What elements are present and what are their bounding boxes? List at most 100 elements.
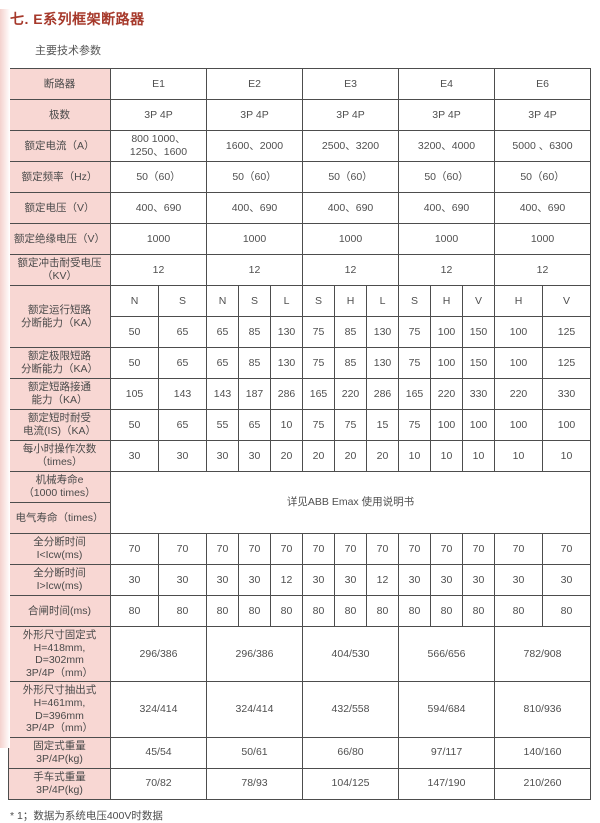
table-row: 全分断时间 I>Icw(ms) 30 30 30 30 12 30 30 12 30 30 30 30 3…	[8, 564, 591, 596]
value-cell: 130	[366, 316, 399, 348]
value-cell: 105	[110, 378, 159, 410]
value-cell: 30	[206, 564, 239, 596]
value-cell: 80	[158, 595, 207, 627]
value-cell: 330	[542, 378, 591, 410]
value-cell: 20	[302, 440, 335, 472]
value-cell: 80	[206, 595, 239, 627]
table-row: 全分断时间 I<Icw(ms) 70 70 70 70 70 70 70 70 70 70 70 70 7…	[8, 533, 591, 565]
value-cell: 10	[462, 440, 495, 472]
row-label: 每小时操作次数 （times）	[8, 440, 111, 472]
value-cell: 85	[238, 316, 271, 348]
value-cell: 10	[542, 440, 591, 472]
value-cell: 1000	[110, 223, 207, 255]
value-cell: 30	[302, 564, 335, 596]
value-cell: 324/414	[206, 681, 303, 738]
catalog-page: { "page": { "title": "七. E系列框架断路器", "sub…	[0, 9, 600, 822]
value-cell: 594/684	[398, 681, 495, 738]
table-row: 额定绝缘电压（V） 1000 1000 1000 1000 1000	[8, 223, 591, 255]
value-cell: 75	[302, 347, 335, 379]
value-cell: 810/936	[494, 681, 591, 738]
value-cell: 75	[398, 409, 431, 441]
value-cell: 70/82	[110, 767, 207, 800]
value-cell: 10	[494, 440, 543, 472]
model-header-cell: E2	[206, 68, 303, 100]
value-cell: 220	[494, 378, 543, 410]
value-cell: 3P 4P	[206, 99, 303, 131]
value-cell: 80	[462, 595, 495, 627]
value-cell: 50/61	[206, 736, 303, 769]
value-cell: L	[366, 285, 399, 317]
value-cell: 30	[542, 564, 591, 596]
value-cell: 80	[238, 595, 271, 627]
value-cell: 800 1000、 1250、1600	[110, 130, 207, 162]
row-label: 极数	[8, 99, 111, 131]
row-label: 固定式重量 3P/4P(kg)	[8, 736, 111, 769]
value-cell: 80	[334, 595, 367, 627]
value-cell: 30	[110, 440, 159, 472]
value-cell: 404/530	[302, 625, 399, 683]
value-cell: 50	[110, 347, 159, 379]
value-cell: 66/80	[302, 736, 399, 769]
value-cell: 50（60）	[110, 161, 207, 193]
value-cell: 147/190	[398, 767, 495, 800]
row-label: 全分断时间 I<Icw(ms)	[8, 533, 111, 565]
value-cell: 70	[430, 533, 463, 565]
row-label: 额定运行短路 分断能力（KA）	[8, 285, 111, 348]
value-cell: 150	[462, 347, 495, 379]
value-cell: 30	[494, 564, 543, 596]
value-cell: 104/125	[302, 767, 399, 800]
value-cell: 143	[158, 378, 207, 410]
value-cell: 296/386	[206, 625, 303, 683]
value-cell: 30	[430, 564, 463, 596]
value-cell: 165	[398, 378, 431, 410]
spec-table-container: 断路器 E1 E2 E3 E4 E6 极数 3P 4P 3P 4P 3P 4P 3P 4P 3P 4P…	[8, 68, 600, 800]
value-cell: S	[158, 285, 207, 317]
value-cell: 详见ABB Emax 使用说明书	[110, 471, 591, 534]
value-cell: 50（60）	[302, 161, 399, 193]
value-cell: 70	[462, 533, 495, 565]
table-row: 50 65 65 85 130 75 85 130 75 100 150 100 125	[9, 316, 591, 348]
value-cell: 12	[270, 564, 303, 596]
row-label: 外形尺寸抽出式 H=461mm, D=396mm 3P/4P（mm）	[8, 681, 111, 738]
value-cell: 80	[494, 595, 543, 627]
value-cell: 75	[334, 409, 367, 441]
value-cell: 10	[430, 440, 463, 472]
value-cell: 10	[398, 440, 431, 472]
value-cell: 65	[158, 409, 207, 441]
value-cell: 85	[238, 347, 271, 379]
model-header-cell: E6	[494, 68, 591, 100]
value-cell: S	[238, 285, 271, 317]
model-header-cell: E3	[302, 68, 399, 100]
value-cell: 12	[110, 254, 207, 286]
value-cell: 130	[270, 347, 303, 379]
model-header-cell: E1	[110, 68, 207, 100]
value-cell: 1000	[494, 223, 591, 255]
model-header-cell: E4	[398, 68, 495, 100]
value-cell: S	[302, 285, 335, 317]
value-cell: 80	[110, 595, 159, 627]
table-row: 固定式重量 3P/4P(kg) 45/54 50/61 66/80 97/117 140/…	[8, 736, 591, 769]
row-label: 电气寿命（times）	[8, 502, 111, 534]
value-cell: 70	[334, 533, 367, 565]
value-cell: 70	[542, 533, 591, 565]
value-cell: 286	[366, 378, 399, 410]
value-cell: 75	[398, 347, 431, 379]
value-cell: 10	[270, 409, 303, 441]
value-cell: 30	[398, 564, 431, 596]
value-cell: 78/93	[206, 767, 303, 800]
value-cell: 20	[334, 440, 367, 472]
value-cell: 80	[542, 595, 591, 627]
table-row: 额定极限短路 分断能力（KA） 50 65 65 85 130 75 85 130 75 100 15…	[8, 347, 591, 379]
page-title: 七. E系列框架断路器	[10, 11, 145, 27]
table-row: 机械寿命e （1000 times） 详见ABB Emax 使用说明书	[8, 471, 591, 534]
value-cell: 100	[462, 409, 495, 441]
value-cell: H	[494, 285, 543, 317]
value-cell: 65	[206, 316, 239, 348]
value-cell: 30	[158, 440, 207, 472]
row-label: 额定绝缘电压（V）	[8, 223, 111, 255]
row-label: 机械寿命e （1000 times）	[8, 471, 111, 503]
value-cell: 30	[158, 564, 207, 596]
table-row: 电气寿命（times）	[8, 502, 591, 534]
value-cell: 97/117	[398, 736, 495, 769]
value-cell: 80	[398, 595, 431, 627]
